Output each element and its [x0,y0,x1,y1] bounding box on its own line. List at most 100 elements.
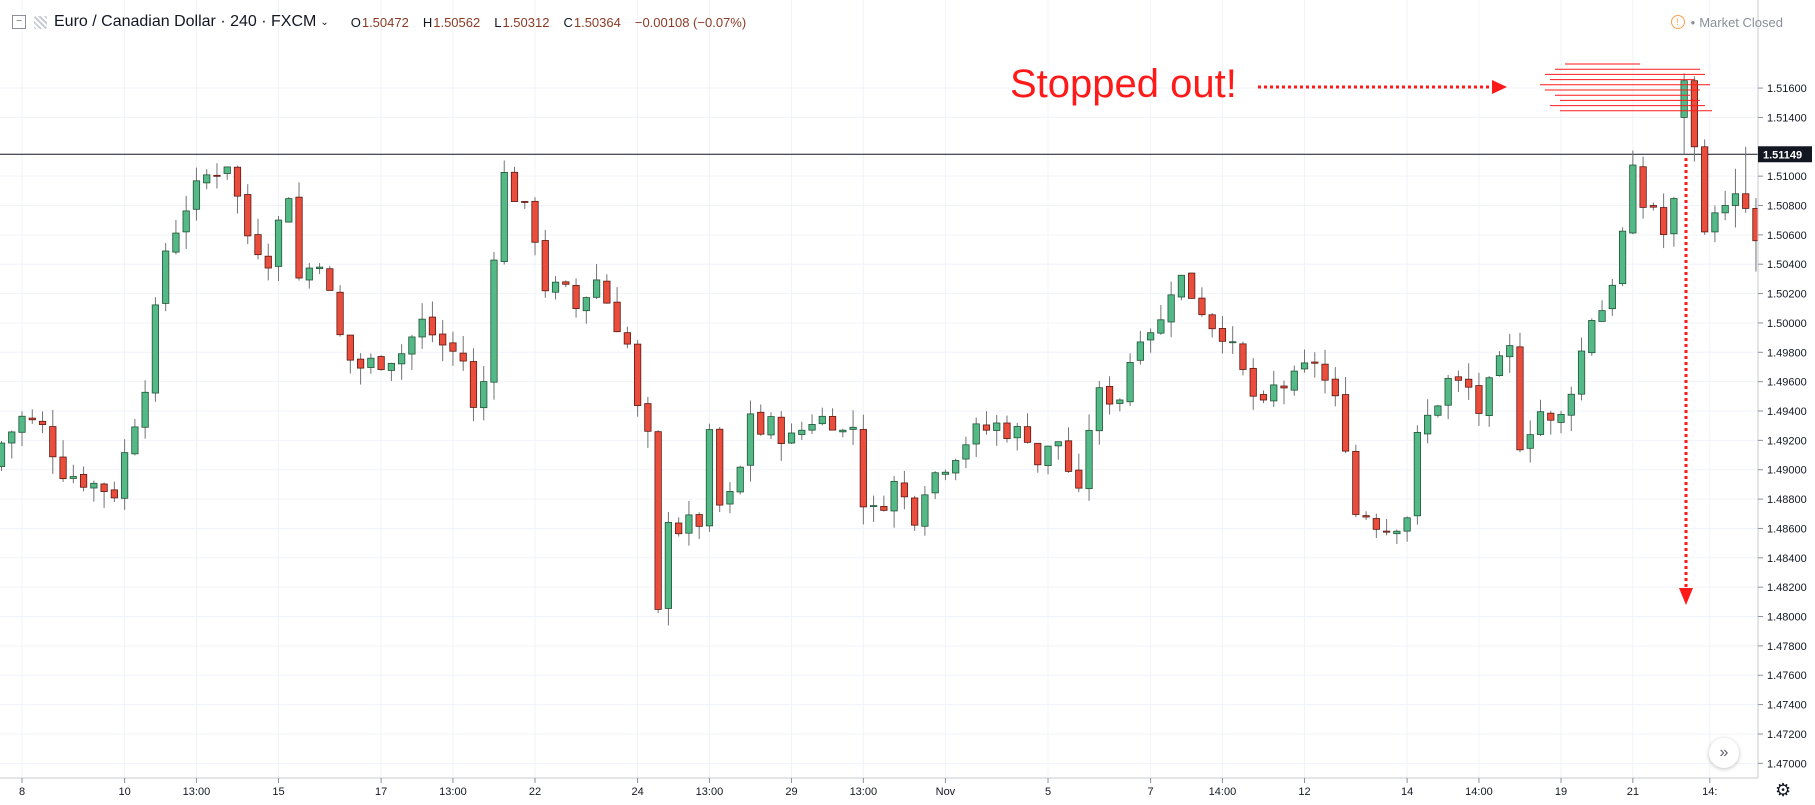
candle-down [1064,440,1073,472]
price-tick-label: 1.47800 [1767,641,1807,653]
candle-down [38,420,47,425]
candle-down [1321,363,1329,381]
candle-up [1670,198,1678,235]
arrow-head-right [1492,80,1507,94]
price-tick-label: 1.47200 [1767,729,1807,741]
candle-up [480,381,488,409]
candle-down [675,522,683,535]
candle-down [859,429,867,508]
warning-icon: ! [1670,15,1685,29]
candle-up [8,431,16,444]
chevron-down-icon[interactable]: ⌄ [320,16,329,28]
candle-up [1721,205,1729,214]
candle-down [880,506,888,511]
candle-down [459,352,467,362]
ohlc-close: C1.50364 [563,15,620,30]
candle-up [726,491,734,505]
candle-up [1116,399,1124,404]
high-value: 1.50562 [433,14,481,30]
high-label: H [422,14,433,30]
candle-up [162,250,170,304]
ohlc-open: O1.50472 [351,15,409,30]
stopped-out-annotation[interactable]: Stopped out! [1010,62,1237,106]
time-tick-label: 14 [1401,786,1413,798]
price-tick-label: 1.50000 [1767,318,1807,330]
candle-down [1259,394,1268,401]
candle-down [1742,193,1750,209]
candle-down [233,166,242,197]
candle-down [1341,394,1350,452]
candle-down [562,281,570,285]
candle-up [1731,193,1740,206]
drawing-annotations[interactable] [1258,63,1712,605]
candle-down [1003,422,1011,439]
price-tick-label: 1.49000 [1767,465,1807,477]
candle-up [0,442,6,467]
price-tick-label: 1.50800 [1767,200,1807,212]
time-tick-label: 17 [375,786,387,798]
candle-up [1588,320,1596,354]
candle-down [1034,442,1042,466]
ohlc-high: H1.50562 [423,15,480,30]
candle-down [1690,80,1698,148]
time-tick-label: 22 [529,786,541,798]
price-tick-label: 1.51600 [1767,83,1807,95]
candle-up [1167,294,1175,323]
candle-up [1567,393,1575,416]
price-axis-bg [1758,0,1815,805]
candle-down [377,356,385,370]
time-tick-label: 13:00 [850,786,878,798]
candle-down [572,285,580,310]
candle-up [1095,387,1103,432]
candle-up [131,426,139,455]
candle-up [367,357,375,368]
candle-down [254,234,262,256]
candle-down [613,301,621,333]
candle-down [1639,166,1647,208]
candle-down [1649,205,1657,208]
symbol-title[interactable]: Euro / Canadian Dollar · 240 · FXCM [54,13,317,30]
candle-up [551,281,560,293]
candle-down [1465,378,1473,388]
candle-down [911,497,919,526]
candle-down [1239,343,1247,370]
price-tick-label: 1.51000 [1767,171,1807,183]
candle-down [900,482,908,498]
gear-icon[interactable]: ⚙ [1775,780,1792,800]
candle-up [592,279,601,298]
price-tick-label: 1.48600 [1767,523,1807,535]
time-axis-bg [0,778,1815,805]
time-tick-label: 15 [272,786,284,798]
time-tick-label: 12 [1298,786,1310,798]
candle-up [818,415,826,425]
low-label: L [494,14,502,30]
price-tick-label: 1.49400 [1767,406,1807,418]
scroll-to-realtime-button[interactable]: » [1709,738,1739,768]
candle-up [1434,405,1442,416]
candle-up [69,476,77,479]
candle-down [982,424,991,431]
candle-down [469,361,478,408]
candle-up [305,267,313,281]
arrow-head-down [1679,588,1693,605]
symbol-flag-icon [34,15,47,29]
candle-up [192,180,201,210]
candle-up [203,174,211,184]
candle-up [172,232,180,253]
candle-up [285,198,293,223]
candle-up [398,353,406,365]
candle-down [213,174,221,177]
candle-up [685,514,693,534]
collapse-legend-button[interactable]: − [12,15,26,29]
price-tick-label: 1.50400 [1767,259,1807,271]
candle-up [1270,384,1278,402]
candle-down [59,456,67,480]
candle-up [1444,378,1452,406]
candle-up [870,505,878,507]
candle-down [264,255,272,269]
candle-up [408,336,416,355]
candle-down [695,514,703,527]
candle-down [1362,515,1370,518]
candle-up [1711,212,1719,233]
